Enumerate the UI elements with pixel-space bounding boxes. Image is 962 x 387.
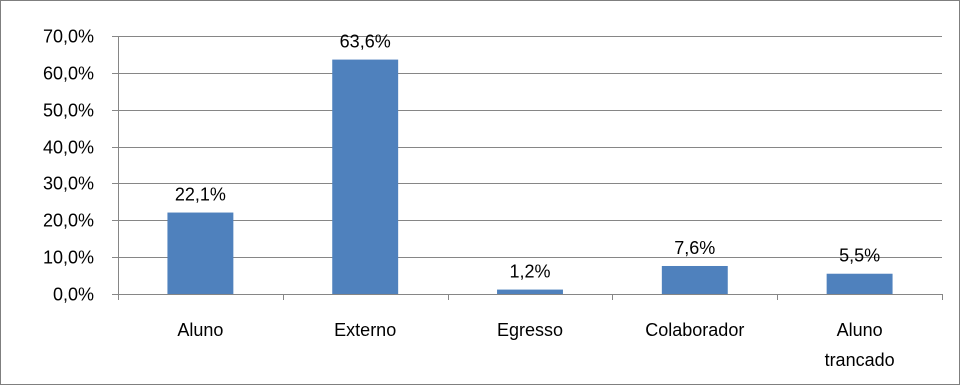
y-tick-label: 10,0%	[43, 248, 94, 268]
data-label: 5,5%	[839, 246, 880, 266]
bars	[167, 59, 893, 295]
y-tick-label: 20,0%	[43, 211, 94, 231]
bar-externo	[332, 59, 399, 295]
data-label: 7,6%	[674, 238, 715, 258]
x-tick-label: Colaborador	[645, 320, 744, 340]
y-tick-label: 0,0%	[53, 285, 94, 305]
x-tick-label: Egresso	[497, 320, 563, 340]
axes	[112, 36, 943, 300]
x-tick-label: Aluno	[177, 320, 223, 340]
x-tick-label: Externo	[334, 320, 396, 340]
bar-aluno	[167, 212, 234, 294]
data-label: 1,2%	[509, 262, 550, 282]
gridlines	[118, 36, 942, 258]
bar-egresso	[497, 289, 563, 294]
y-tick-label: 40,0%	[43, 138, 94, 158]
data-label: 63,6%	[340, 32, 391, 52]
labels: 0,0% 10,0% 20,0% 30,0% 40,0% 50,0% 60,0% 70,0% 2…	[43, 27, 895, 371]
bar-colaborador	[661, 265, 728, 294]
data-label: 22,1%	[175, 185, 226, 205]
y-tick-label: 60,0%	[43, 64, 94, 84]
bar-aluno-trancado	[826, 273, 893, 294]
y-tick-label: 30,0%	[43, 174, 94, 194]
y-tick-label: 70,0%	[43, 27, 94, 47]
x-tick-label: Aluno trancado	[825, 320, 895, 370]
y-tick-label: 50,0%	[43, 101, 94, 121]
